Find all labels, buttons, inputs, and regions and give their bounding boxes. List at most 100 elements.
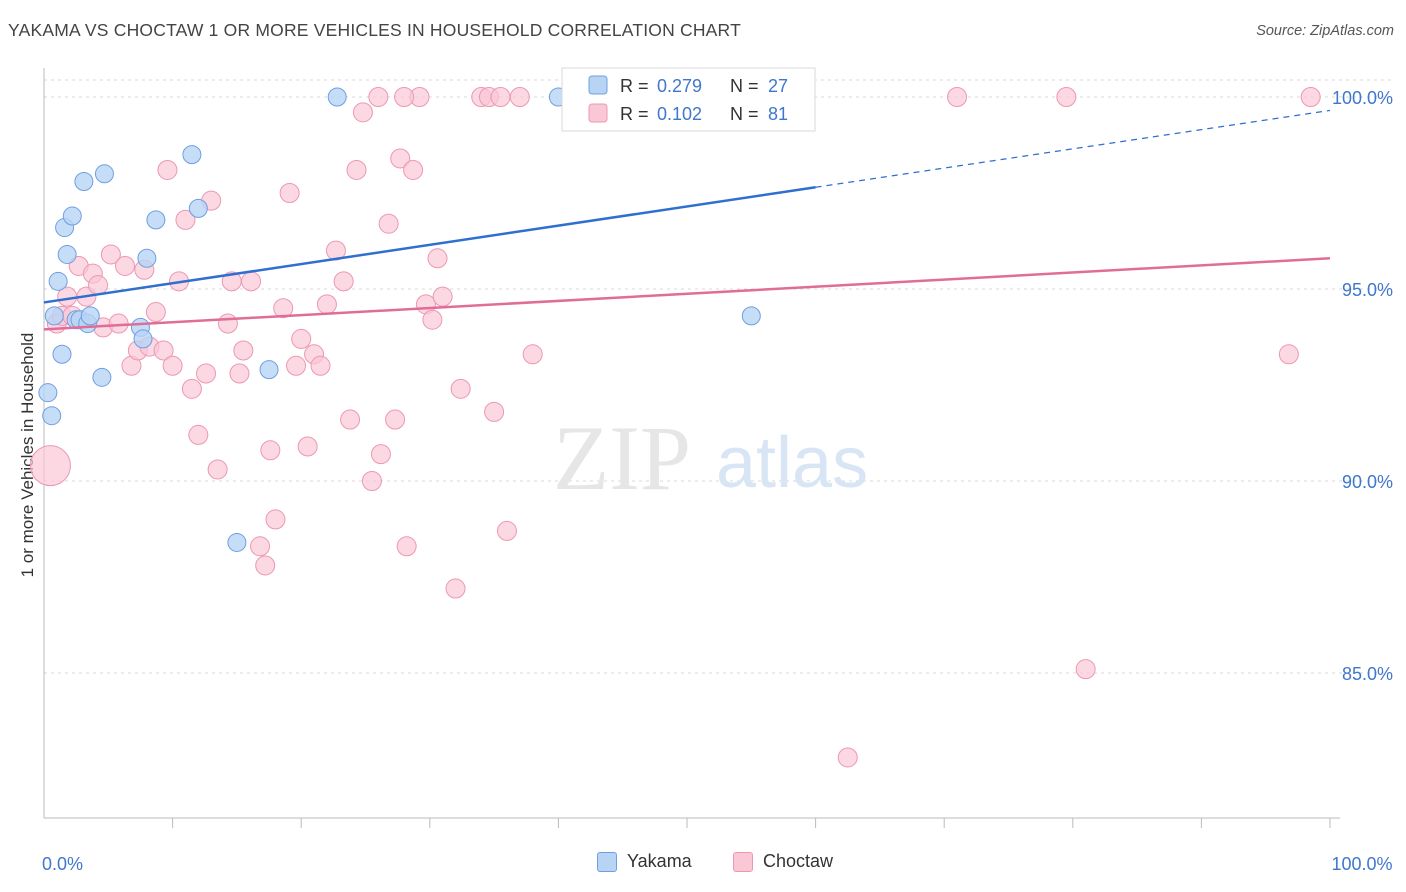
choctaw-point — [427, 248, 448, 269]
yakama-point — [38, 383, 58, 403]
legend-yakama-r-value: 0.279 — [657, 76, 702, 96]
choctaw-point — [255, 555, 276, 576]
y-tick-label: 85.0% — [1342, 664, 1393, 684]
yakama-point — [74, 171, 94, 191]
legend-yakama-r-label: R = — [620, 76, 649, 96]
yakama-point — [48, 271, 68, 291]
yakama-swatch — [597, 851, 617, 872]
y-tick-label: 100.0% — [1332, 88, 1393, 108]
yakama-points — [38, 87, 774, 552]
choctaw-point — [207, 459, 228, 480]
choctaw-point — [100, 244, 121, 265]
choctaw-point — [396, 536, 417, 557]
choctaw-point — [340, 409, 361, 430]
choctaw-point — [1300, 87, 1321, 107]
choctaw-point — [286, 355, 307, 376]
yakama-point — [62, 206, 82, 226]
yakama-point — [44, 306, 64, 326]
watermark: ZIP atlas — [553, 407, 868, 509]
yakama-point — [259, 360, 279, 380]
choctaw-point — [196, 363, 217, 384]
choctaw-point — [153, 340, 174, 361]
choctaw-point — [29, 445, 71, 487]
tick-labels: 100.0% 95.0% 90.0% 85.0% 0.0% 100.0% — [42, 88, 1393, 874]
yakama-point — [182, 145, 202, 165]
yakama-point — [52, 344, 72, 364]
y-tick-label: 95.0% — [1342, 280, 1393, 300]
choctaw-point — [108, 313, 129, 334]
choctaw-point — [1075, 659, 1096, 680]
legend-choctaw-n-label: N = — [730, 104, 759, 124]
choctaw-point — [837, 747, 858, 768]
bottom-legend-yakama-label: Yakama — [627, 851, 692, 871]
choctaw-swatch — [733, 851, 753, 872]
yakama-trend-extension — [815, 109, 1331, 188]
yakama-point — [133, 329, 153, 349]
choctaw-point — [947, 87, 968, 107]
choctaw-point — [445, 578, 466, 599]
legend-choctaw-r-value: 0.102 — [657, 104, 702, 124]
choctaw-point — [181, 378, 202, 399]
legend-yakama-n-value: 27 — [768, 76, 788, 96]
yakama-point — [137, 248, 157, 268]
choctaw-point — [188, 424, 209, 445]
grid-lines — [44, 79, 1395, 674]
choctaw-point — [394, 87, 415, 107]
choctaw-point — [217, 313, 238, 334]
legend-choctaw-n-value: 81 — [768, 104, 788, 124]
choctaw-point — [162, 355, 183, 376]
yakama-point — [188, 198, 208, 218]
choctaw-point — [241, 271, 262, 292]
choctaw-point — [352, 102, 373, 123]
choctaw-point — [310, 355, 331, 376]
bottom-legend-choctaw-label: Choctaw — [763, 851, 834, 871]
choctaw-point — [265, 509, 286, 530]
choctaw-point — [509, 87, 530, 107]
bottom-legend: Yakama Choctaw — [0, 851, 1406, 879]
choctaw-point — [484, 401, 505, 422]
legend-box: R = 0.279 N = 27 R = 0.102 N = 81 — [561, 67, 816, 132]
yakama-point — [94, 164, 114, 184]
yakama-point — [57, 244, 77, 264]
trend-lines — [43, 109, 1331, 331]
chart-title: YAKAMA VS CHOCTAW 1 OR MORE VEHICLES IN … — [8, 20, 741, 40]
choctaw-point — [361, 471, 382, 491]
choctaw-point — [390, 148, 411, 169]
choctaw-point — [175, 209, 196, 230]
choctaw-point — [333, 271, 354, 292]
choctaw-point — [250, 536, 271, 557]
choctaw-point — [490, 87, 511, 107]
choctaw-point — [432, 286, 453, 307]
yakama-point — [42, 406, 62, 426]
yakama-point — [92, 367, 112, 387]
x-tick-label: 0.0% — [42, 854, 83, 874]
choctaw-point — [145, 302, 166, 323]
choctaw-point — [422, 309, 443, 330]
choctaw-point — [370, 444, 391, 465]
yakama-trend-line — [43, 186, 816, 304]
legend-yakama-swatch — [588, 75, 608, 95]
source-label: Source: ZipAtlas.com — [1256, 23, 1394, 39]
yakama-point — [227, 532, 247, 552]
choctaw-point — [316, 294, 337, 315]
legend-choctaw-r-label: R = — [620, 104, 649, 124]
choctaw-point — [229, 363, 250, 384]
watermark-zip: ZIP — [553, 407, 691, 509]
y-tick-label: 90.0% — [1342, 472, 1393, 492]
choctaw-point — [1278, 344, 1299, 365]
yakama-point — [741, 306, 761, 326]
bottom-legend-yakama: Yakama — [597, 851, 692, 872]
watermark-atlas: atlas — [716, 423, 868, 503]
yakama-point — [146, 210, 166, 230]
choctaw-points — [29, 87, 1321, 768]
choctaw-point — [346, 159, 367, 180]
choctaw-point — [522, 344, 543, 365]
choctaw-point — [450, 378, 471, 399]
choctaw-point — [291, 328, 312, 349]
legend-yakama-n-label: N = — [730, 76, 759, 96]
choctaw-point — [1056, 87, 1077, 107]
choctaw-point — [88, 275, 109, 296]
choctaw-point — [378, 213, 399, 234]
yakama-point — [327, 87, 347, 107]
